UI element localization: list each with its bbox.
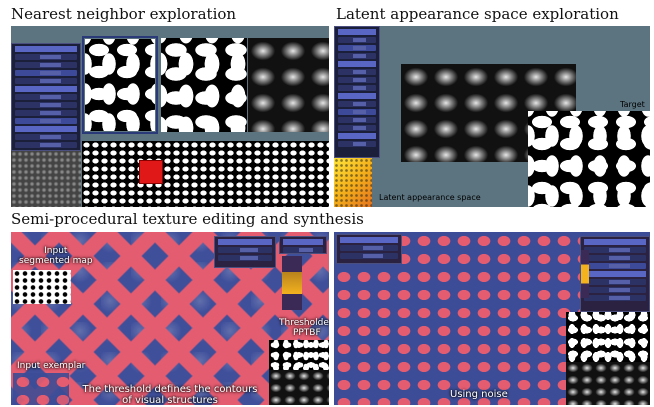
sidebar-param-row[interactable] <box>338 53 376 59</box>
sidebar-header <box>338 133 376 139</box>
noise-parameters-sidebar[interactable] <box>580 236 650 312</box>
sidebar-param-row[interactable] <box>15 54 77 60</box>
sidebar-param-row[interactable] <box>338 109 376 115</box>
selected-neighbor-highlight[interactable] <box>139 160 163 184</box>
latent-space-viewport[interactable]: Target Latent appearance space <box>334 26 650 207</box>
sidebar-param-row[interactable] <box>283 247 323 253</box>
exemplar-thumbnail <box>11 151 81 207</box>
sidebar-param-row[interactable] <box>15 110 77 116</box>
sidebar-param-row[interactable] <box>338 45 376 51</box>
input-exemplar <box>13 373 69 405</box>
sidebar-header <box>338 29 376 35</box>
sidebar-param-row[interactable] <box>15 142 77 148</box>
sidebar-header <box>15 126 77 132</box>
sidebar-param-row[interactable] <box>338 77 376 83</box>
sidebar-param-row[interactable] <box>218 247 272 253</box>
parameters-sidebar[interactable] <box>11 43 81 151</box>
sidebar-header <box>338 93 376 99</box>
noise-synthesis-viewport[interactable]: Using noise <box>334 232 650 405</box>
latent-space-label: Latent appearance space <box>379 193 481 202</box>
noise-thresholded-pptbf <box>566 312 650 362</box>
sidebar-header <box>584 239 646 245</box>
sidebar-param-row[interactable] <box>15 118 77 124</box>
sidebar-header <box>283 239 323 245</box>
synthesized-texture <box>82 141 329 207</box>
noise-caption: Using noise <box>450 389 508 400</box>
sidebar-param-row[interactable] <box>584 247 646 253</box>
sidebar-header <box>218 239 272 245</box>
sidebar-param-row[interactable] <box>584 263 646 269</box>
target-label: Target <box>620 100 645 109</box>
sidebar-header <box>340 237 398 243</box>
sidebar-param-row[interactable] <box>340 245 398 251</box>
candidate-texture-2[interactable] <box>161 38 247 132</box>
sidebar-param-row[interactable] <box>218 255 272 261</box>
sidebar-header <box>15 46 77 52</box>
sidebar-param-row[interactable] <box>338 101 376 107</box>
section-title-nearest: Nearest neighbor exploration <box>11 5 237 23</box>
threshold-caption: The threshold defines the contours of vi… <box>82 384 258 405</box>
input-exemplar-label: Input exemplar <box>17 361 86 371</box>
latent-space-points <box>334 158 372 207</box>
input-map-label: Input segmented map <box>19 246 93 266</box>
sidebar-param-row[interactable] <box>15 102 77 108</box>
sidebar-param-row[interactable] <box>15 78 77 84</box>
input-segmented-map <box>13 270 71 304</box>
editing-viewport[interactable]: Input segmented map Input exemplar Thres… <box>11 232 329 405</box>
sidebar-param-row[interactable] <box>338 37 376 43</box>
nearest-neighbor-viewport[interactable] <box>11 26 329 207</box>
sidebar-param-row[interactable] <box>338 69 376 75</box>
thresholded-pptbf <box>269 340 329 370</box>
preview-window-frame[interactable] <box>82 36 158 134</box>
sidebar-param-row[interactable] <box>338 141 376 147</box>
candidate-texture-3[interactable] <box>248 38 329 132</box>
sidebar-param-row[interactable] <box>15 70 77 76</box>
latent-space-map[interactable] <box>334 158 372 207</box>
latent-parameters-sidebar[interactable] <box>334 26 380 158</box>
color-ramp[interactable] <box>581 250 589 298</box>
sidebar-param-row[interactable] <box>584 295 646 301</box>
color-ramp[interactable] <box>282 256 302 310</box>
sidebar-header <box>584 271 646 277</box>
sidebar-param-row[interactable] <box>338 125 376 131</box>
section-title-semi: Semi-procedural texture editing and synt… <box>11 210 364 228</box>
sidebar-param-row[interactable] <box>15 134 77 140</box>
sidebar-param-row[interactable] <box>340 253 398 259</box>
sidebar-header <box>338 61 376 67</box>
sidebar-param-row[interactable] <box>584 255 646 261</box>
candidate-texture-1[interactable] <box>85 39 155 131</box>
thresholded-label: Thresholded PPTBF <box>279 318 329 338</box>
sidebar-param-row[interactable] <box>338 117 376 123</box>
sidebar-header <box>15 86 77 92</box>
sidebar-param-row[interactable] <box>584 279 646 285</box>
section-title-latent: Latent appearance space exploration <box>336 5 619 23</box>
noise-pptbf-preview <box>566 362 650 405</box>
sidebar-param-row[interactable] <box>338 85 376 91</box>
threshold-gui-panel[interactable] <box>279 236 327 254</box>
noise-gui-panel[interactable] <box>336 234 402 264</box>
editing-gui-panel[interactable] <box>214 236 276 268</box>
sidebar-param-row[interactable] <box>15 94 77 100</box>
sidebar-param-row[interactable] <box>15 62 77 68</box>
pptbf-preview <box>269 370 329 405</box>
sidebar-param-row[interactable] <box>584 287 646 293</box>
target-texture <box>528 111 650 207</box>
